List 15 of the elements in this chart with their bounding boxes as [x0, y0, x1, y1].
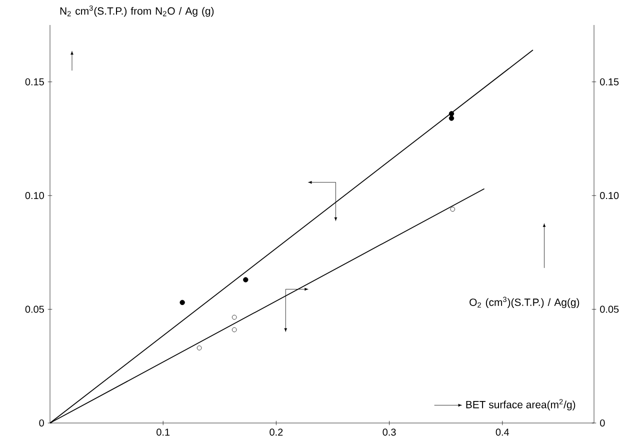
y2-axis-title: O$_{2}$ (cm$^{3}$)(S.T.P.) / Ag(g)	[470, 296, 580, 308]
y-tick-label: 0.10	[25, 192, 44, 200]
x-axis-title: BET surface area(m$^{2}$/g)	[466, 399, 576, 410]
x-tick-label: 0.2	[270, 428, 283, 436]
y2-tick-label: 0.10	[600, 192, 619, 200]
y-axis-title: N$_{2}$ cm$^{3}$(S.T.P.) from N$_{2}$O / Ag (g)	[60, 6, 214, 17]
y-tick-label: 0.05	[25, 306, 44, 313]
y-tick-label: 0.15	[25, 78, 44, 86]
y-tick-label: 0	[39, 419, 44, 427]
y2-tick-label: 0.15	[600, 78, 619, 86]
y2-tick-label: 0	[600, 419, 605, 427]
y2-tick-label: 0.05	[600, 306, 619, 313]
x-tick-label: 0.3	[382, 428, 396, 436]
x-tick-label: 0.1	[156, 428, 170, 436]
x-tick-label: 0.4	[496, 428, 510, 436]
